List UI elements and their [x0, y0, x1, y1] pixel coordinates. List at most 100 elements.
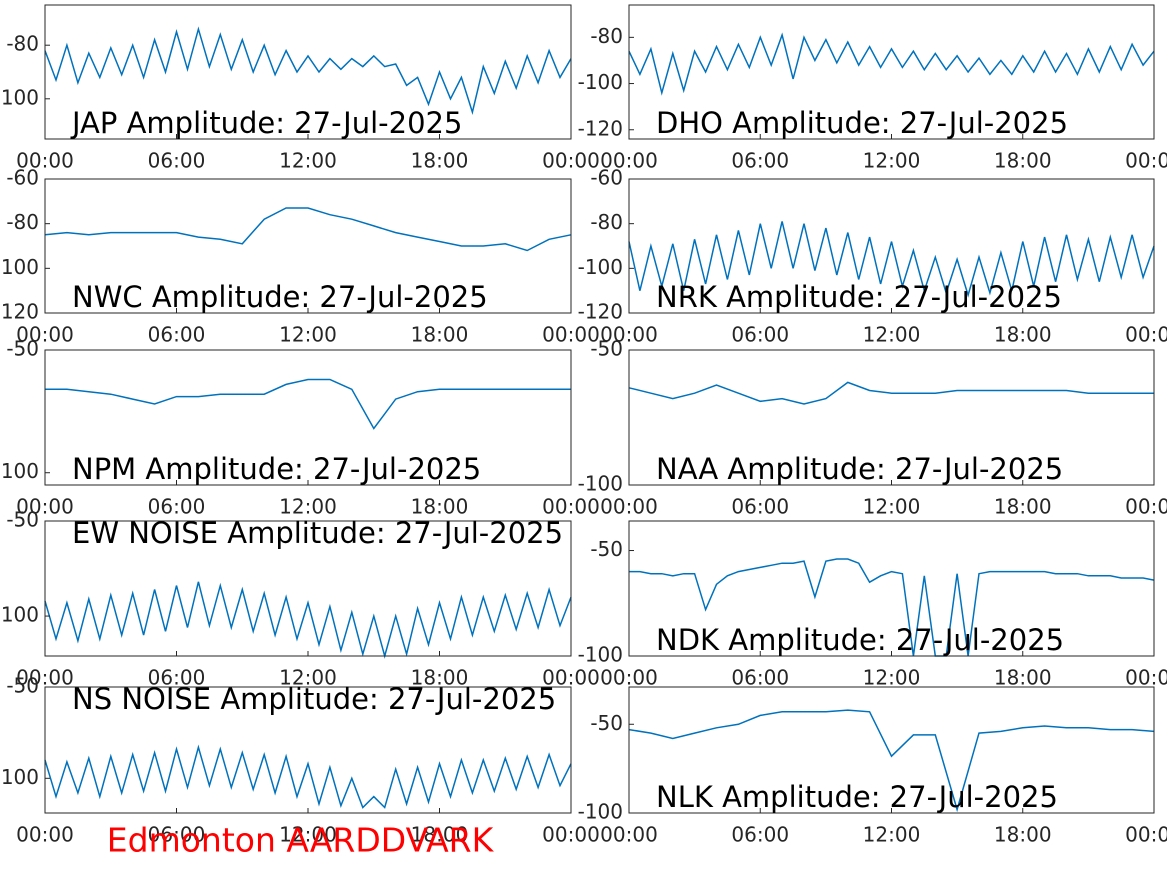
x-tick-label: 06:00: [731, 495, 789, 519]
x-tick-label: 18:00: [411, 823, 469, 847]
x-tick-label: 06:00: [731, 823, 789, 847]
panel: -50 -100 00:00 06:00 12:00 18:00 00:00 EW NOISE…: [0, 508, 600, 690]
x-tick-label: 00:00: [600, 149, 658, 173]
chart-title: NPM Amplitude: 27-Jul-2025: [72, 452, 481, 486]
y-tick-label: -80: [6, 32, 39, 56]
x-tick-label: 06:00: [731, 666, 789, 690]
y-tick-label: -100: [0, 603, 39, 627]
x-tick-label: 18:00: [994, 495, 1052, 519]
x-tick-label: 18:00: [411, 666, 469, 690]
y-tick-label: -100: [578, 70, 623, 94]
x-tick-label: 00:00: [542, 149, 600, 173]
x-tick-label: 00:00: [542, 495, 600, 519]
x-tick-label: 12:00: [279, 149, 337, 173]
y-tick-label: -100: [578, 800, 623, 824]
y-tick-label: -80: [590, 210, 623, 234]
y-tick-label: -50: [590, 337, 623, 361]
y-tick-label: -100: [0, 459, 39, 483]
y-tick-label: -50: [6, 508, 39, 532]
y-tick-label: -100: [578, 472, 623, 496]
chart-title: EW NOISE Amplitude: 27-Jul-2025: [72, 516, 563, 550]
plot-area: [629, 687, 1154, 813]
chart-title: NLK Amplitude: 27-Jul-2025: [656, 780, 1058, 814]
x-tick-label: 18:00: [994, 323, 1052, 347]
x-tick-label: 18:00: [994, 149, 1052, 173]
plot-area: [45, 521, 571, 656]
x-tick-label: 00:00: [600, 823, 658, 847]
x-tick-label: 00:00: [600, 323, 658, 347]
x-tick-label: 00:00: [16, 149, 74, 173]
x-tick-label: 00:00: [16, 666, 74, 690]
data-line: [44, 744, 572, 809]
x-tick-label: 18:00: [411, 323, 469, 347]
panel: -60-80-100-12000:0006:0012:0018:0000:00N…: [0, 166, 600, 347]
y-tick-label: -50: [590, 537, 623, 561]
x-tick-label: 12:00: [863, 323, 921, 347]
y-tick-label: -100: [0, 255, 39, 279]
y-tick-label: -120: [578, 300, 623, 324]
x-tick-label: 06:00: [148, 323, 206, 347]
x-tick-label: 00:00: [16, 495, 74, 519]
x-tick-label: 12:00: [863, 495, 921, 519]
y-tick-label: -60: [590, 166, 623, 190]
data-line: [629, 558, 1155, 657]
x-tick-label: 12:00: [279, 495, 337, 519]
chart-title: NS NOISE Amplitude: 27-Jul-2025: [72, 682, 556, 716]
x-tick-label: 18:00: [411, 495, 469, 519]
x-tick-label: 18:00: [411, 149, 469, 173]
plot-area: [629, 521, 1154, 656]
x-tick-label: 00:00: [1125, 666, 1167, 690]
x-tick-label: 06:00: [148, 149, 206, 173]
panel: -60-80-100-12000:0006:0012:0018:0000:00N…: [578, 166, 1167, 347]
y-tick-label: -80: [590, 24, 623, 48]
x-tick-label: 00:00: [600, 495, 658, 519]
x-tick-label: 12:00: [863, 823, 921, 847]
panel: -80 -100 00:00 06:00 12:00 18:00 00:00 JAP Ampl…: [0, 4, 600, 173]
x-tick-label: 12:00: [279, 323, 337, 347]
x-tick-label: 00:00: [542, 823, 600, 847]
x-tick-label: 06:00: [731, 323, 789, 347]
plot-area: [629, 179, 1154, 313]
x-tick-label: 06:00: [148, 495, 206, 519]
x-tick-label: 18:00: [994, 666, 1052, 690]
y-tick-label: -120: [578, 116, 623, 140]
x-tick-label: 12:00: [863, 149, 921, 173]
data-line: [628, 381, 1154, 405]
x-tick-label: 00:00: [16, 323, 74, 347]
x-tick-label: 18:00: [994, 823, 1052, 847]
x-tick-label: 00:00: [1125, 823, 1167, 847]
x-tick-label: 00:00: [542, 666, 600, 690]
x-tick-label: 00:00: [16, 823, 74, 847]
panel: -50 -100 00:00 06:00 12:00 18:00 00:00 NPM Ampl…: [0, 337, 600, 519]
plot-area: [629, 5, 1154, 139]
y-tick-label: -50: [6, 337, 39, 361]
chart-title: DHO Amplitude: 27-Jul-2025: [656, 106, 1068, 140]
plot-area: [45, 5, 571, 139]
y-tick-label: -100: [0, 765, 39, 789]
panel: -80 -100 -120 00:00 06:00 12:00 18:00 00:00 DHO …: [578, 4, 1167, 173]
chart-title: NWC Amplitude: 27-Jul-2025: [72, 280, 488, 314]
data-line: [44, 207, 572, 252]
y-tick-label: -50: [6, 674, 39, 698]
chart-title: NAA Amplitude: 27-Jul-2025: [656, 452, 1063, 486]
y-tick-label: -120: [0, 300, 39, 324]
x-tick-label: 00:00: [1125, 323, 1167, 347]
x-tick-label: 00:00: [542, 323, 600, 347]
chart-title: NRK Amplitude: 27-Jul-2025: [656, 280, 1062, 314]
x-tick-label: 00:00: [600, 666, 658, 690]
data-line: [628, 221, 1155, 298]
data-line: [628, 32, 1155, 96]
data-line: [45, 378, 571, 430]
y-tick-label: -80: [6, 210, 39, 234]
data-line: [44, 581, 572, 659]
data-line: [628, 709, 1155, 813]
x-tick-label: 12:00: [863, 666, 921, 690]
chart-title: NDK Amplitude: 27-Jul-2025: [656, 623, 1064, 657]
footer: Edmonton AARDDVARK: [107, 821, 495, 860]
x-tick-label: 06:00: [148, 666, 206, 690]
